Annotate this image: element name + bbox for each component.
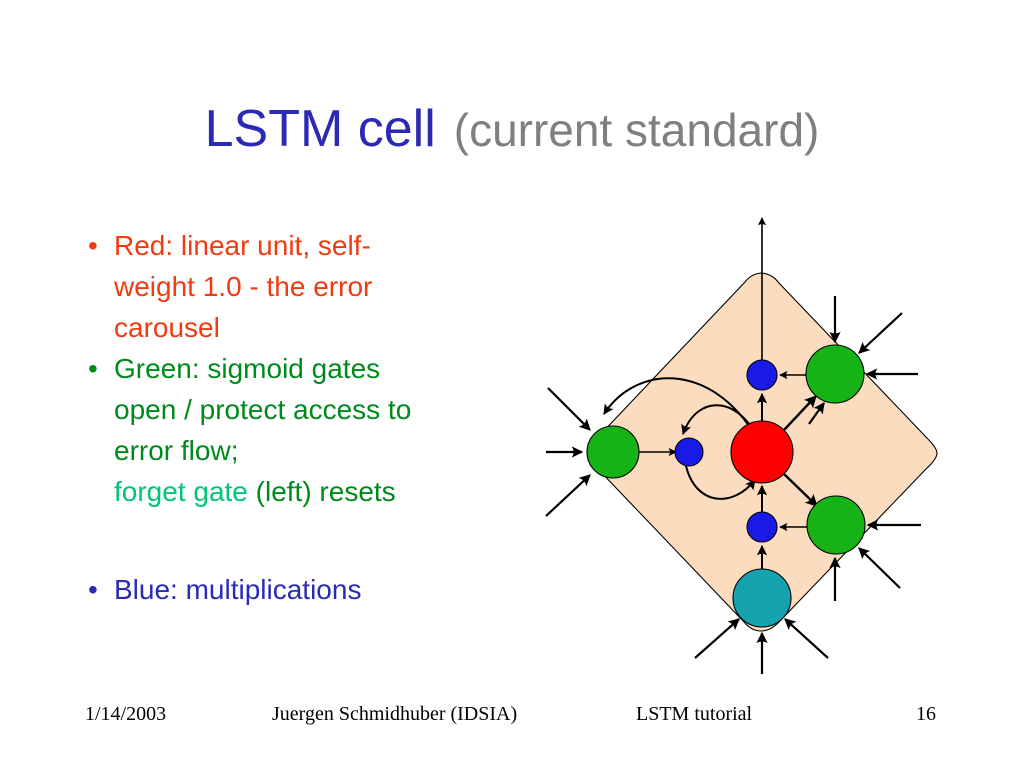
- bullet-line: Red: linear unit, self-: [114, 230, 371, 261]
- bullet-line-forget-gate: forget gate (left) resets: [114, 471, 520, 512]
- bullet-text-blue: Blue: multiplications: [114, 569, 520, 610]
- bullet-spacer: [80, 512, 520, 569]
- bullet-line: weight 1.0 - the error: [114, 271, 373, 302]
- node-linear-unit-cec[interactable]: [730, 420, 794, 484]
- footer-date: 1/14/2003: [85, 703, 167, 725]
- footer-page-number: 16: [916, 703, 936, 725]
- edge-cec-to-output-gate: [783, 395, 817, 431]
- node-output-gate[interactable]: [805, 344, 865, 404]
- node-multiplication-out[interactable]: [746, 359, 778, 391]
- bullet-marker: •: [88, 230, 98, 261]
- bullet-text-green: Green: sigmoid gates open / protect acce…: [114, 348, 520, 512]
- edge-external-to-cell-input-right: [784, 618, 829, 659]
- bullet-line: carousel: [114, 312, 220, 343]
- bullet-line: Green: sigmoid gates: [114, 353, 381, 384]
- node-multiplication-in[interactable]: [746, 511, 778, 543]
- edge-external-to-output-gate-bottom: [808, 402, 825, 425]
- bullet-marker: •: [88, 574, 98, 605]
- edge-external-to-cell-input-left: [694, 618, 740, 659]
- edge-external-to-forget-gate-upper: [547, 387, 591, 431]
- bullet-item-red: • Red: linear unit, self- weight 1.0 - t…: [80, 225, 520, 348]
- slide-footer: 1/14/2003 Juergen Schmidhuber (IDSIA) LS…: [0, 703, 1024, 733]
- footer-topic: LSTM tutorial: [636, 703, 753, 725]
- edge-cec-to-input-gate: [783, 473, 818, 507]
- bullet-item-green: • Green: sigmoid gates open / protect ac…: [80, 348, 520, 512]
- bullet-line: Blue: multiplications: [114, 574, 362, 605]
- node-input-gate[interactable]: [806, 495, 866, 555]
- edge-external-to-output-gate-diag: [858, 312, 903, 354]
- bullet-list: • Red: linear unit, self- weight 1.0 - t…: [80, 225, 520, 610]
- lstm-cell-diagram: [528, 196, 1008, 696]
- bullet-text-red: Red: linear unit, self- weight 1.0 - the…: [114, 225, 520, 348]
- title-sub-text: (current standard): [453, 104, 820, 156]
- node-cell-input[interactable]: [732, 568, 792, 628]
- node-multiplication-forget[interactable]: [674, 437, 704, 467]
- forget-gate-rest: (left) resets: [247, 476, 396, 507]
- page-title: LSTM cell (current standard): [0, 99, 1024, 159]
- edge-external-to-input-gate-diag: [858, 547, 901, 589]
- edge-mult-forget-to-cec-bottom: [685, 465, 756, 500]
- bullet-item-blue: • Blue: multiplications: [80, 569, 520, 610]
- node-forget-gate[interactable]: [586, 425, 640, 479]
- footer-author: Juergen Schmidhuber (IDSIA): [272, 703, 518, 725]
- edge-external-to-forget-gate-lower: [545, 474, 591, 517]
- bullet-line: error flow;: [114, 435, 239, 466]
- bullet-line: open / protect access to: [114, 394, 412, 425]
- title-main-text: LSTM cell: [204, 100, 436, 158]
- forget-gate-emphasis: forget gate: [114, 476, 248, 507]
- bullet-marker: •: [88, 353, 98, 384]
